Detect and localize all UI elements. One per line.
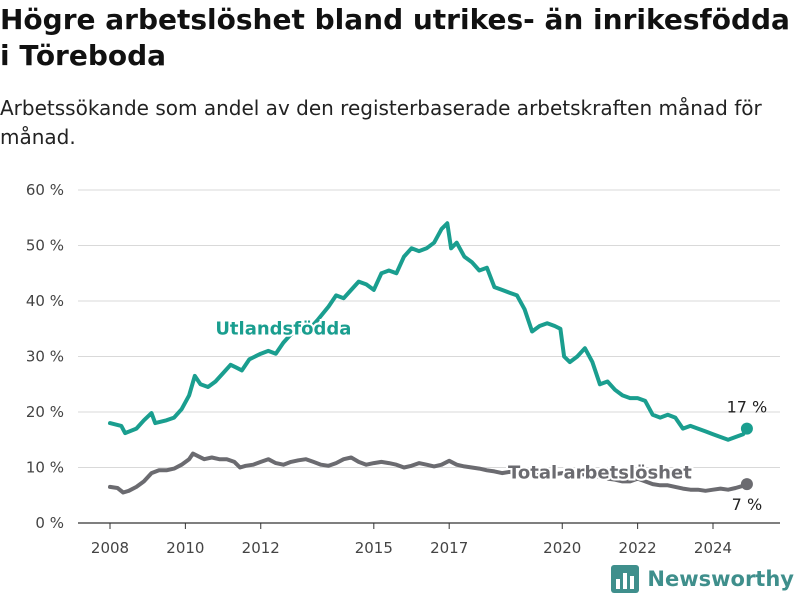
series-name-label: Utlandsfödda — [215, 318, 351, 339]
labels: 17 % Utlandsfödda 7 % Total arbetslöshet — [213, 316, 768, 514]
page-subtitle: Arbetssökande som andel av den registerb… — [0, 96, 762, 149]
x-tick-label: 2020 — [543, 539, 581, 557]
brand-logo: Newsworthy — [611, 564, 794, 594]
x-tick-label: 2017 — [430, 539, 468, 557]
series-end-point — [740, 422, 753, 435]
series-lines — [108, 221, 753, 495]
x-tick-label: 2015 — [355, 539, 393, 557]
y-tick-label: 10 % — [26, 459, 64, 477]
x-tick-label: 2022 — [619, 539, 657, 557]
x-tick-label: 2024 — [694, 539, 732, 557]
y-tick-label: 30 % — [26, 348, 64, 366]
x-tick-label: 2008 — [91, 539, 129, 557]
series-name-label: Total arbetslöshet — [508, 463, 692, 484]
x-tick-label: 2010 — [166, 539, 204, 557]
x-tick-label: 2012 — [242, 539, 280, 557]
page-title: Högre arbetslöshet bland utrikes- än inr… — [0, 3, 790, 72]
y-tick-label: 50 % — [26, 237, 64, 255]
y-tick-label: 40 % — [26, 292, 64, 310]
grid: 0 % 10 % 20 % 30 % 40 % 50 % 60 % 2008 2010 2012 2… — [26, 181, 780, 557]
y-tick-label: 0 % — [35, 514, 64, 532]
series-end-point — [740, 478, 753, 491]
series-line-total — [108, 451, 749, 495]
y-tick-label: 60 % — [26, 181, 64, 199]
y-tick-label: 20 % — [26, 403, 64, 421]
series-end-value-label: 17 % — [727, 398, 768, 417]
series-end-value-label: 7 % — [732, 495, 762, 514]
brand-name: Newsworthy — [647, 567, 794, 591]
bar-chart-logo-icon — [611, 565, 640, 593]
series-line-utlandsfodda — [108, 221, 749, 442]
